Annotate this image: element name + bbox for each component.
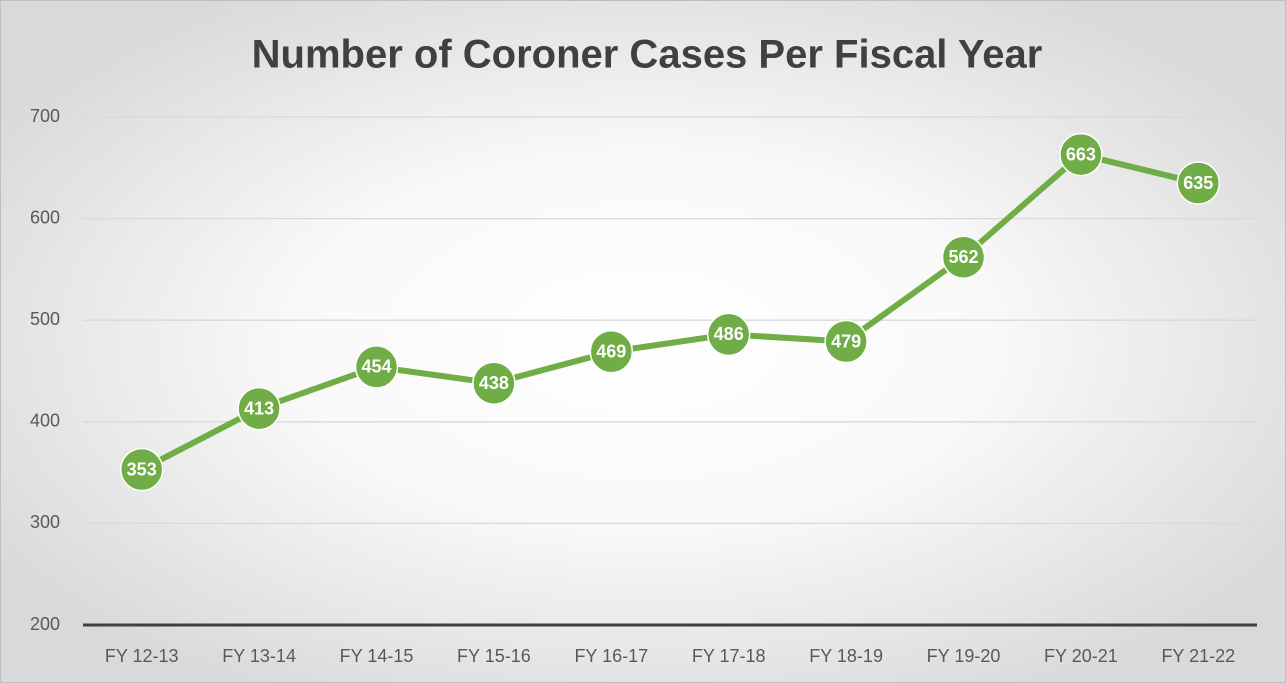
x-tick-label: FY 21-22 <box>1161 646 1235 666</box>
y-tick-label: 600 <box>30 207 60 227</box>
data-label: 413 <box>244 398 274 418</box>
data-label: 469 <box>596 341 626 361</box>
y-tick-label: 500 <box>30 309 60 329</box>
data-marker <box>472 361 516 405</box>
data-marker <box>1059 132 1103 177</box>
data-line <box>140 151 1200 473</box>
x-tick-label: FY 13-14 <box>222 646 296 666</box>
x-tick-label: FY 12-13 <box>105 646 179 666</box>
x-tick-label: FY 18-19 <box>809 646 883 666</box>
data-marker <box>941 235 986 279</box>
x-tick-label: FY 20-21 <box>1044 646 1118 666</box>
data-label: 562 <box>948 247 978 267</box>
data-label: 635 <box>1183 173 1213 193</box>
y-tick-label: 200 <box>30 614 60 634</box>
x-tick-label: FY 15-16 <box>457 646 531 666</box>
data-marker <box>119 447 164 492</box>
y-tick-label: 300 <box>30 512 60 532</box>
x-tick-label: FY 19-20 <box>927 646 1001 666</box>
data-marker <box>237 386 281 431</box>
data-marker <box>706 312 751 357</box>
chart-title: Number of Coroner Cases Per Fiscal Year <box>252 33 1043 77</box>
y-tick-label: 700 <box>30 106 60 126</box>
x-tick-label: FY 17-18 <box>692 646 766 666</box>
data-label: 438 <box>479 373 509 393</box>
data-marker <box>589 329 634 374</box>
data-label: 479 <box>831 331 861 351</box>
data-label: 454 <box>361 357 391 377</box>
data-marker <box>354 345 399 389</box>
data-marker <box>1176 161 1221 205</box>
data-marker <box>824 319 868 364</box>
data-label: 486 <box>714 324 744 344</box>
x-tick-label: FY 14-15 <box>340 646 414 666</box>
data-label: 353 <box>127 459 157 479</box>
y-tick-label: 400 <box>30 411 60 431</box>
x-tick-label: FY 16-17 <box>574 646 648 666</box>
data-label: 663 <box>1066 144 1096 164</box>
